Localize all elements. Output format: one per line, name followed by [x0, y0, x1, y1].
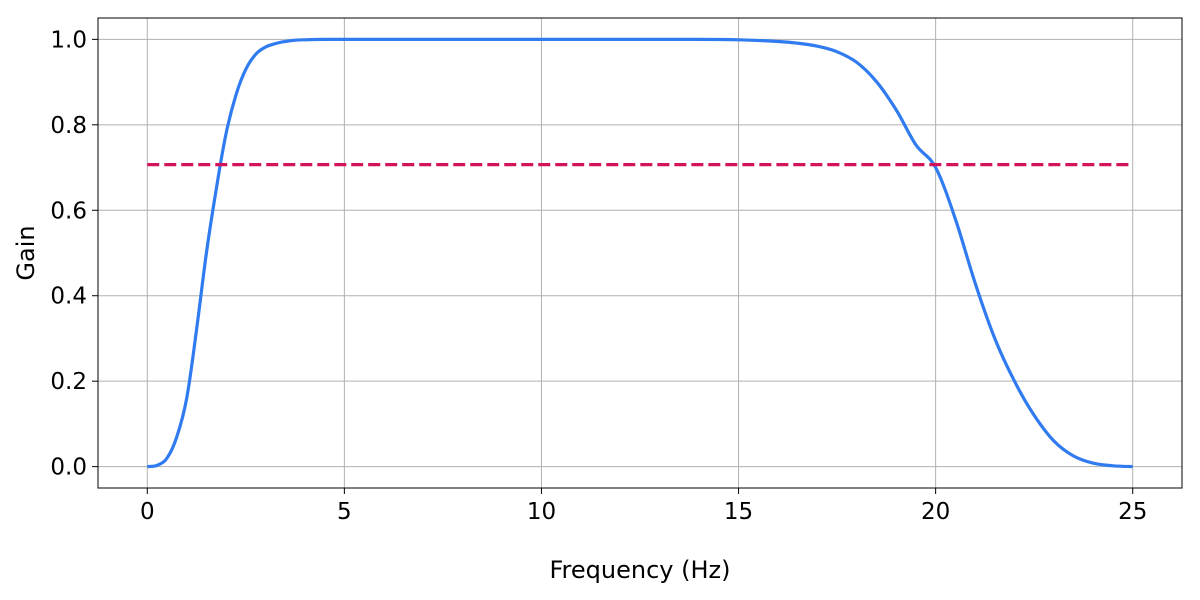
y-tick-label: 0.2 [50, 369, 87, 395]
x-axis-label: Frequency (Hz) [550, 556, 731, 584]
y-tick-label: 0.0 [50, 455, 87, 481]
x-tick-label: 25 [1118, 499, 1147, 525]
y-tick-label: 0.6 [50, 198, 87, 224]
ticks: 0 5 10 15 20 25 0.0 0.2 0.4 0.6 0.8 1.0 [50, 27, 1147, 525]
plot-frame [97, 17, 1183, 489]
grid [98, 18, 1182, 488]
y-tick-label: 0.8 [50, 113, 87, 139]
x-tick-label: 0 [140, 499, 155, 525]
y-axis-label: Gain [12, 225, 40, 280]
x-tick-label: 10 [527, 499, 556, 525]
x-tick-label: 5 [337, 499, 352, 525]
x-tick-label: 20 [921, 499, 950, 525]
gain-curve [147, 37, 1133, 469]
y-tick-label: 0.4 [50, 284, 87, 310]
series-layer [147, 37, 1133, 469]
y-tick-label: 1.0 [50, 27, 87, 53]
x-tick-label: 15 [724, 499, 753, 525]
